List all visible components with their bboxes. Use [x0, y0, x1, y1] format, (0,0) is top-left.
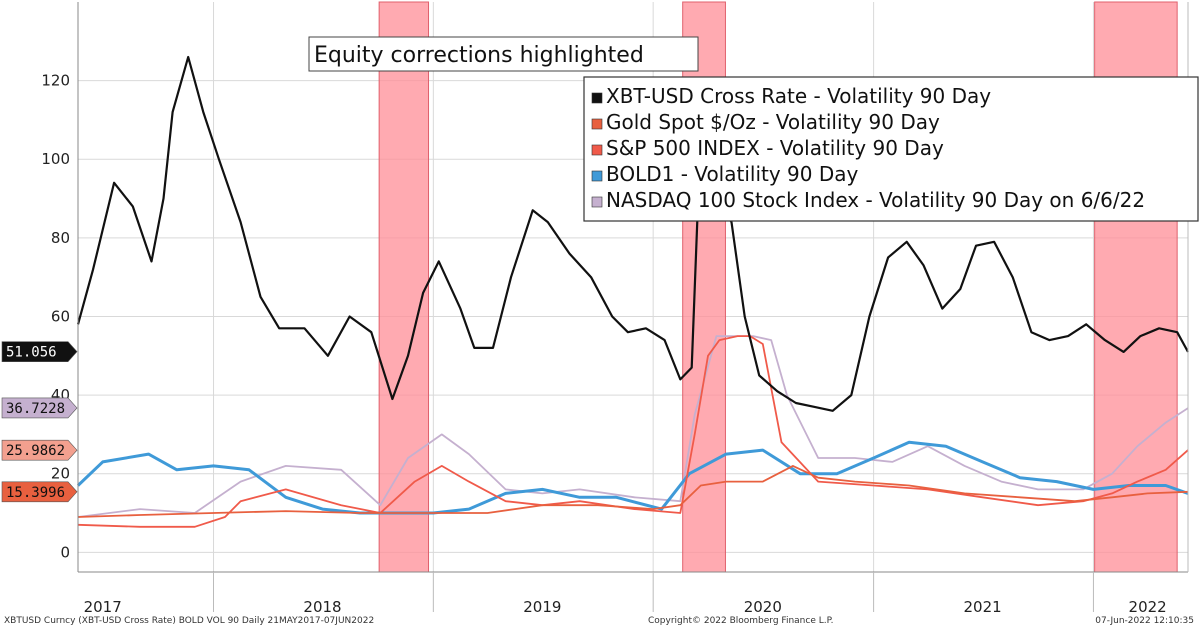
series-line [77, 335, 1189, 518]
legend: XBT-USD Cross Rate - Volatility 90 DayGo… [583, 76, 1199, 222]
x-tick-label: 2018 [303, 598, 341, 616]
last-value-text: 36.7228 [6, 401, 65, 417]
legend-label: S&P 500 INDEX - Volatility 90 Day [606, 136, 944, 160]
y-tick-label: 60 [51, 307, 70, 325]
series-line [76, 440, 1189, 515]
footer-timestamp: 07-Jun-2022 12:10:35 [1095, 616, 1194, 626]
last-value-label: 36.7228 [1, 397, 78, 419]
last-value-labels: 51.056 36.7228 25.9862 15.3996 [1, 341, 78, 503]
last-value-tag [1, 341, 78, 362]
last-value-text: 51.056 [6, 345, 57, 361]
legend-swatch [591, 144, 603, 156]
x-tick-label: 2017 [84, 598, 122, 616]
last-value-text: 25.9862 [6, 443, 65, 459]
y-tick-label: 100 [41, 150, 70, 168]
series-lines [76, 55, 1189, 528]
last-value-text: 15.3996 [6, 485, 65, 501]
series-line [76, 55, 1189, 412]
annotation-box [308, 36, 699, 72]
last-value-tag [1, 439, 78, 461]
x-tick-label: 2022 [1129, 598, 1167, 616]
y-tick-label: 80 [51, 229, 70, 247]
x-tick-label: 2021 [964, 598, 1002, 616]
last-value-tag [1, 397, 78, 419]
legend-label: BOLD1 - Volatility 90 Day [606, 162, 858, 186]
highlight-band [378, 1, 430, 573]
series-line [77, 335, 1189, 528]
annotation: Equity corrections highlighted [308, 36, 699, 72]
legend-label: Gold Spot $/Oz - Volatility 90 Day [606, 110, 940, 134]
legend-label: XBT-USD Cross Rate - Volatility 90 Day [606, 84, 991, 108]
last-value-label: 51.056 [1, 341, 78, 362]
y-tick-label: 0 [60, 543, 70, 561]
series-line [77, 464, 1189, 518]
last-value-label: 25.9862 [1, 439, 78, 461]
last-value-tag [1, 481, 78, 503]
x-tick-labels: 2017 2018 2019 2020 2021 2022 [84, 598, 1167, 616]
y-tick-label: 120 [41, 72, 70, 90]
annotation-text: Equity corrections highlighted [314, 43, 644, 68]
legend-swatch [591, 170, 603, 182]
footer-copyright: Copyright© 2022 Bloomberg Finance L.P. [648, 616, 834, 626]
x-tick-label: 2020 [744, 598, 782, 616]
legend-label: NASDAQ 100 Stock Index - Volatility 90 D… [606, 188, 1145, 212]
y-tick-label: 20 [51, 465, 70, 483]
legend-box [583, 76, 1199, 222]
legend-swatch [591, 118, 603, 130]
legend-swatch [591, 92, 603, 104]
legend-swatch [591, 196, 603, 208]
x-tick-label: 2019 [523, 598, 561, 616]
last-value-label: 15.3996 [1, 481, 78, 503]
footer-left: XBTUSD Curncy (XBT-USD Cross Rate) BOLD … [4, 616, 375, 626]
